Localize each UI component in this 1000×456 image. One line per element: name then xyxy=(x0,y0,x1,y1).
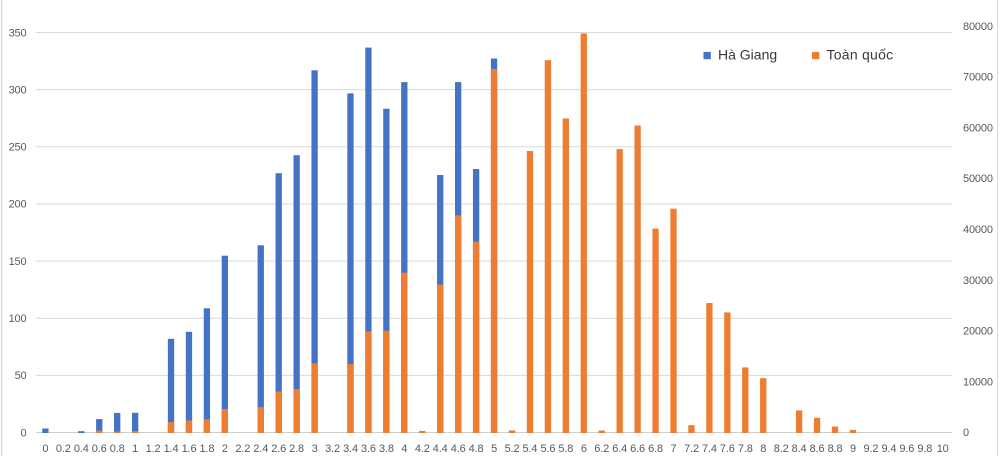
svg-text:7.6: 7.6 xyxy=(720,443,735,455)
svg-text:350: 350 xyxy=(9,27,27,39)
svg-text:0.6: 0.6 xyxy=(92,443,107,455)
svg-text:3.6: 3.6 xyxy=(361,443,376,455)
svg-text:Hà Giang: Hà Giang xyxy=(718,46,777,62)
svg-text:7: 7 xyxy=(671,443,677,455)
svg-text:10000: 10000 xyxy=(963,376,993,388)
svg-text:1.2: 1.2 xyxy=(146,443,161,455)
svg-text:1.4: 1.4 xyxy=(164,443,179,455)
svg-text:4.2: 4.2 xyxy=(415,443,430,455)
svg-text:7.8: 7.8 xyxy=(738,443,753,455)
svg-text:0.8: 0.8 xyxy=(110,443,125,455)
svg-text:9.2: 9.2 xyxy=(863,443,878,455)
svg-text:2.2: 2.2 xyxy=(235,443,250,455)
svg-text:8.4: 8.4 xyxy=(792,443,807,455)
svg-text:9.6: 9.6 xyxy=(899,443,914,455)
svg-text:40000: 40000 xyxy=(963,224,993,236)
svg-text:9: 9 xyxy=(850,443,856,455)
svg-text:2.8: 2.8 xyxy=(289,443,304,455)
svg-text:6.6: 6.6 xyxy=(630,443,645,455)
svg-text:3.4: 3.4 xyxy=(343,443,358,455)
svg-text:70000: 70000 xyxy=(963,72,993,84)
svg-text:100: 100 xyxy=(9,313,27,325)
svg-text:9.4: 9.4 xyxy=(881,443,896,455)
svg-text:4.6: 4.6 xyxy=(451,443,466,455)
svg-text:8.2: 8.2 xyxy=(774,443,789,455)
svg-text:6.8: 6.8 xyxy=(648,443,663,455)
svg-text:250: 250 xyxy=(9,142,27,154)
svg-text:3: 3 xyxy=(312,443,318,455)
svg-text:4: 4 xyxy=(401,443,407,455)
svg-text:3.2: 3.2 xyxy=(325,443,340,455)
svg-text:9.8: 9.8 xyxy=(917,443,932,455)
svg-text:Toàn quốc: Toàn quốc xyxy=(827,46,894,62)
svg-text:150: 150 xyxy=(9,256,27,268)
svg-text:3.8: 3.8 xyxy=(379,443,394,455)
svg-text:1.6: 1.6 xyxy=(182,443,197,455)
svg-text:4.4: 4.4 xyxy=(433,443,448,455)
svg-text:0: 0 xyxy=(963,427,969,439)
svg-text:5.8: 5.8 xyxy=(558,443,573,455)
svg-text:300: 300 xyxy=(9,84,27,96)
svg-text:5.2: 5.2 xyxy=(505,443,520,455)
svg-text:5.4: 5.4 xyxy=(522,443,537,455)
svg-text:0.4: 0.4 xyxy=(74,443,89,455)
svg-text:7.4: 7.4 xyxy=(702,443,717,455)
svg-text:0: 0 xyxy=(42,443,48,455)
svg-text:0.2: 0.2 xyxy=(56,443,71,455)
svg-text:6.4: 6.4 xyxy=(612,443,627,455)
svg-text:20000: 20000 xyxy=(963,326,993,338)
svg-text:8: 8 xyxy=(760,443,766,455)
svg-text:1: 1 xyxy=(132,443,138,455)
svg-text:200: 200 xyxy=(9,199,27,211)
svg-text:2: 2 xyxy=(222,443,228,455)
svg-text:80000: 80000 xyxy=(963,21,993,33)
svg-text:10: 10 xyxy=(937,443,949,455)
svg-text:0: 0 xyxy=(21,427,27,439)
svg-text:6: 6 xyxy=(581,443,587,455)
svg-text:4.8: 4.8 xyxy=(469,443,484,455)
svg-text:50: 50 xyxy=(15,370,27,382)
svg-text:6.2: 6.2 xyxy=(594,443,609,455)
svg-text:2.6: 2.6 xyxy=(271,443,286,455)
svg-text:5: 5 xyxy=(491,443,497,455)
svg-text:8.6: 8.6 xyxy=(810,443,825,455)
svg-text:7.2: 7.2 xyxy=(684,443,699,455)
svg-text:8.8: 8.8 xyxy=(828,443,843,455)
svg-text:1.8: 1.8 xyxy=(199,443,214,455)
svg-text:50000: 50000 xyxy=(963,173,993,185)
svg-text:5.6: 5.6 xyxy=(540,443,555,455)
svg-text:30000: 30000 xyxy=(963,275,993,287)
svg-text:60000: 60000 xyxy=(963,122,993,134)
svg-text:2.4: 2.4 xyxy=(253,443,268,455)
